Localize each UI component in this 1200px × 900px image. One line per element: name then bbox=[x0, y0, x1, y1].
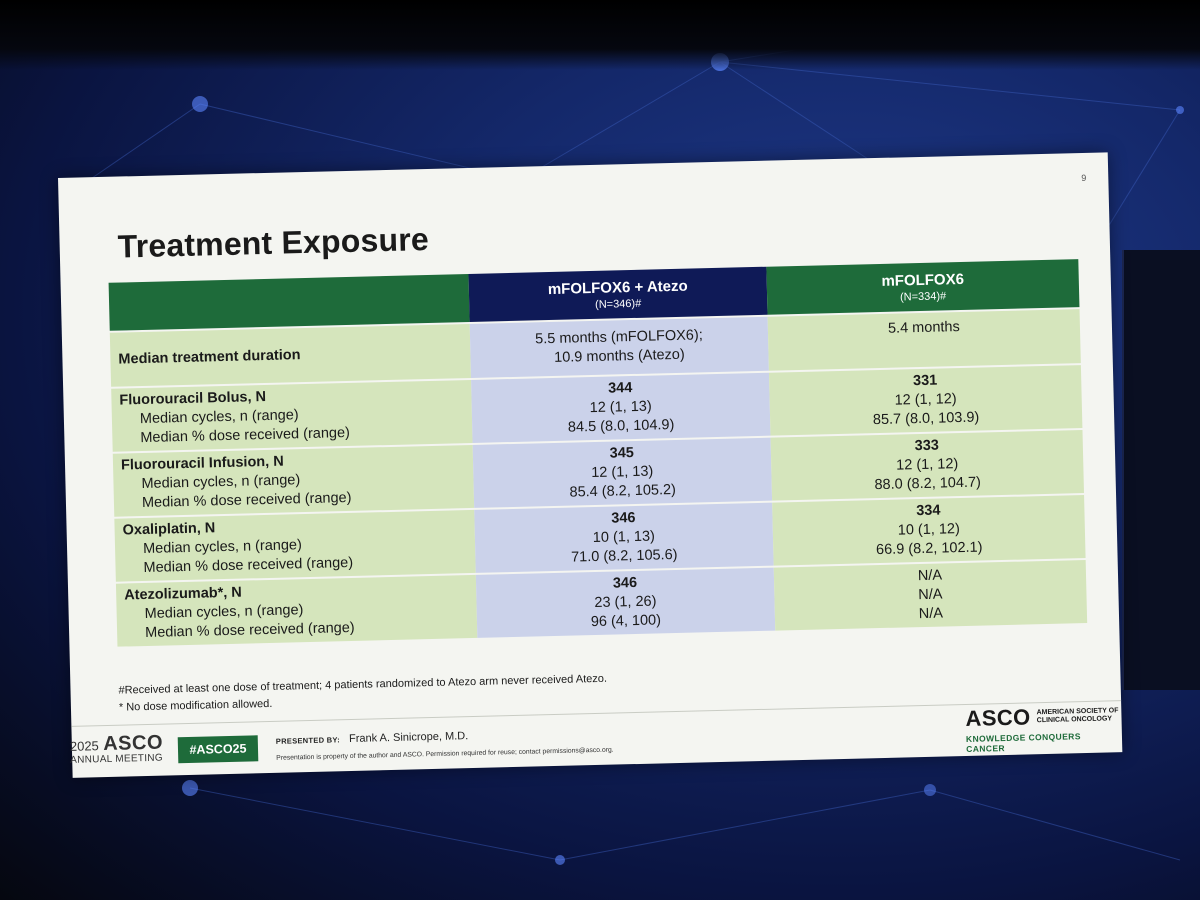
row-label-cell: Median treatment duration bbox=[109, 323, 471, 387]
room-ceiling bbox=[0, 0, 1200, 70]
value-line: 5.4 months bbox=[887, 319, 960, 337]
asco-logo: ASCO AMERICAN SOCIETY OF CLINICAL ONCOLO… bbox=[965, 702, 1122, 754]
row-label-cell: Oxaliplatin, N Median cycles, n (range) … bbox=[114, 509, 476, 582]
folfox-value-cell: 5.4 months bbox=[767, 309, 1081, 371]
slide-title: Treatment Exposure bbox=[117, 220, 430, 265]
row-label-cell: Fluorouracil Infusion, N Median cycles, … bbox=[112, 444, 475, 517]
folfox-value-cell: 331 12 (1, 12) 85.7 (8.0, 103.9) bbox=[768, 365, 1083, 436]
presenter-name: Frank A. Sinicrope, M.D. bbox=[348, 730, 469, 746]
annual-meeting-logo: 2025 ASCO ANNUAL MEETING bbox=[70, 732, 164, 766]
presenter-line: PRESENTED BY: Frank A. Sinicrope, M.D. bbox=[276, 730, 469, 747]
asco-org-name: AMERICAN SOCIETY OF CLINICAL ONCOLOGY bbox=[1036, 707, 1119, 725]
footnotes: #Received at least one dose of treatment… bbox=[118, 671, 607, 717]
asco-tagline: KNOWLEDGE CONQUERS CANCER bbox=[965, 731, 1081, 754]
copyright-disclaimer: Presentation is property of the author a… bbox=[276, 746, 614, 762]
folfox-value-cell: 334 10 (1, 12) 66.9 (8.2, 102.1) bbox=[772, 495, 1086, 566]
presented-by-label: PRESENTED BY: bbox=[275, 735, 341, 746]
asco-logo-text: ASCO bbox=[965, 704, 1031, 731]
row-label: Median treatment duration bbox=[118, 346, 301, 368]
row-label-cell: Atezolizumab*, N Median cycles, n (range… bbox=[115, 574, 478, 647]
header-atezo-arm: mFOLFOX6 + Atezo (N=346)# bbox=[468, 266, 768, 322]
meeting-brand: ASCO bbox=[102, 731, 164, 756]
atezo-value-cell: 346 10 (1, 13) 71.0 (8.2, 105.6) bbox=[474, 502, 774, 573]
header-folfox-arm: mFOLFOX6 (N=334)# bbox=[766, 259, 1080, 315]
meeting-label: ANNUAL MEETING bbox=[70, 752, 164, 766]
folfox-value-cell: N/A N/A N/A bbox=[773, 560, 1088, 631]
side-screen-panel bbox=[1122, 250, 1200, 690]
row-label-cell: Fluorouracil Bolus, N Median cycles, n (… bbox=[111, 379, 473, 452]
slide-page-number: 9 bbox=[1081, 172, 1087, 183]
atezo-value-cell: 5.5 months (mFOLFOX6); 10.9 months (Atez… bbox=[469, 316, 769, 378]
folfox-value-cell: 333 12 (1, 12) 88.0 (8.2, 104.7) bbox=[770, 430, 1085, 501]
presentation-slide: 9 Treatment Exposure mFOLFOX6 + Atezo (N… bbox=[58, 152, 1123, 778]
atezo-value-cell: 344 12 (1, 13) 84.5 (8.0, 104.9) bbox=[470, 372, 771, 443]
treatment-exposure-table: mFOLFOX6 + Atezo (N=346)# mFOLFOX6 (N=33… bbox=[108, 257, 1088, 649]
atezo-value-cell: 345 12 (1, 13) 85.4 (8.2, 105.2) bbox=[472, 437, 773, 508]
atezo-value-cell: 346 23 (1, 26) 96 (4, 100) bbox=[475, 567, 776, 638]
meeting-year: 2025 bbox=[69, 738, 99, 754]
header-corner-cell bbox=[108, 274, 470, 331]
hashtag-badge: #ASCO25 bbox=[177, 735, 259, 764]
